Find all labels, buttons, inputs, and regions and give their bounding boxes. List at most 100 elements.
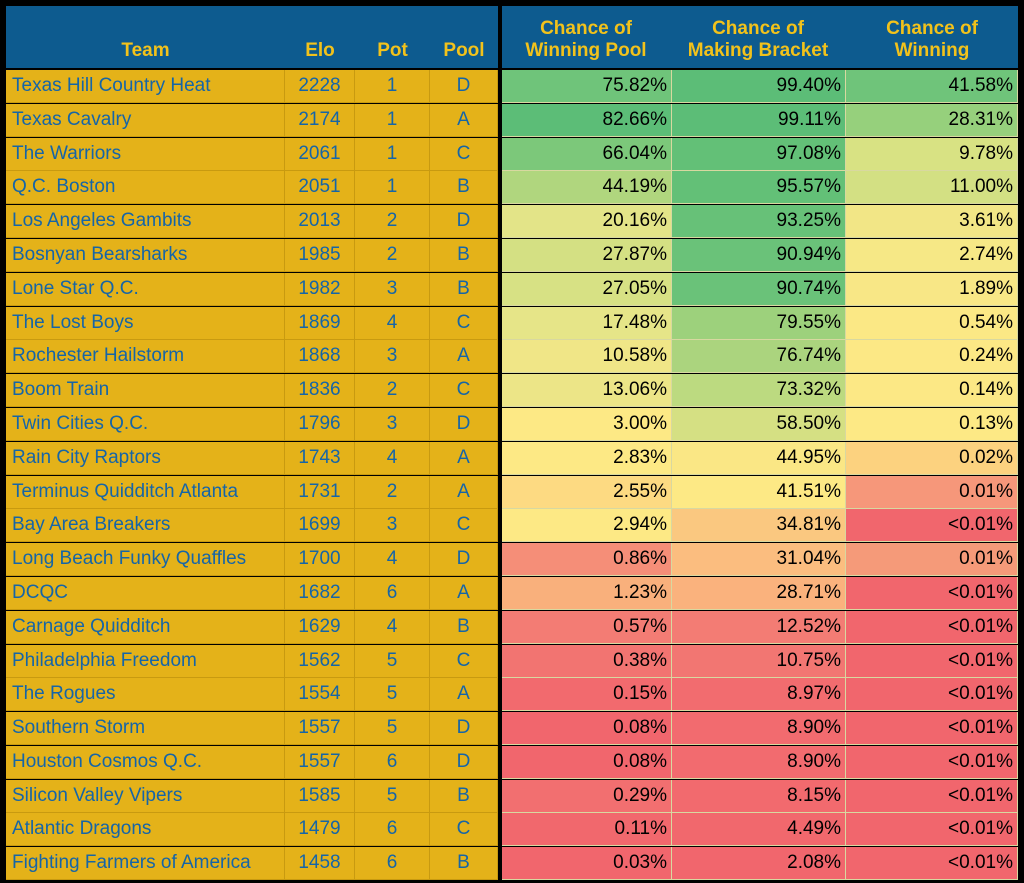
header-win: Chance of Winning	[846, 6, 1018, 68]
cell-win: <0.01%	[846, 611, 1018, 644]
cell-pool: D	[430, 746, 498, 779]
cell-team: Southern Storm	[6, 712, 285, 745]
cell-win: 2.74%	[846, 239, 1018, 272]
cell-pool: B	[430, 239, 498, 272]
cell-team: Rochester Hailstorm	[6, 340, 285, 373]
cell-make-bracket: 90.94%	[672, 239, 846, 272]
cell-elo: 1796	[285, 408, 355, 441]
cell-elo: 2174	[285, 104, 355, 137]
cell-pot: 5	[355, 712, 430, 745]
cell-pot: 4	[355, 611, 430, 644]
cell-elo: 1557	[285, 712, 355, 745]
header-team-line: Team	[121, 40, 170, 61]
cell-pool: C	[430, 813, 498, 846]
cell-pot: 4	[355, 543, 430, 576]
cell-pool: D	[430, 70, 498, 103]
cell-win-pool: 44.19%	[502, 171, 672, 204]
cell-elo: 1554	[285, 678, 355, 711]
cell-pot: 2	[355, 239, 430, 272]
cell-win-pool: 0.08%	[502, 746, 672, 779]
cell-elo: 1585	[285, 780, 355, 813]
cell-elo: 1700	[285, 543, 355, 576]
cell-team: Terminus Quidditch Atlanta	[6, 476, 285, 509]
cell-pot: 3	[355, 340, 430, 373]
cell-win-pool: 0.08%	[502, 712, 672, 745]
cell-win-pool: 0.29%	[502, 780, 672, 813]
cell-pot: 5	[355, 678, 430, 711]
cell-win: 0.02%	[846, 442, 1018, 475]
cell-make-bracket: 41.51%	[672, 476, 846, 509]
cell-team: Houston Cosmos Q.C.	[6, 746, 285, 779]
cell-make-bracket: 97.08%	[672, 138, 846, 171]
cell-team: Rain City Raptors	[6, 442, 285, 475]
header-elo: Elo	[285, 6, 355, 68]
header-pot: Pot	[355, 6, 430, 68]
cell-make-bracket: 28.71%	[672, 577, 846, 610]
cell-win: <0.01%	[846, 847, 1018, 880]
cell-team: Long Beach Funky Quaffles	[6, 543, 285, 576]
header-win-pool: Chance of Winning Pool	[502, 6, 670, 68]
cell-pool: A	[430, 476, 498, 509]
cell-team: The Rogues	[6, 678, 285, 711]
cell-make-bracket: 34.81%	[672, 509, 846, 542]
cell-make-bracket: 8.15%	[672, 780, 846, 813]
cell-pool: A	[430, 442, 498, 475]
cell-team: Silicon Valley Vipers	[6, 780, 285, 813]
cell-elo: 1458	[285, 847, 355, 880]
cell-team: Texas Cavalry	[6, 104, 285, 137]
cell-win: 0.13%	[846, 408, 1018, 441]
cell-win: <0.01%	[846, 509, 1018, 542]
cell-pool: C	[430, 374, 498, 407]
cell-make-bracket: 90.74%	[672, 273, 846, 306]
header-make-bracket-line: Chance of	[712, 18, 804, 39]
cell-pot: 1	[355, 104, 430, 137]
header-pool-line: Pool	[443, 40, 485, 61]
cell-win: 41.58%	[846, 70, 1018, 103]
cell-pool: D	[430, 543, 498, 576]
cell-win-pool: 75.82%	[502, 70, 672, 103]
cell-elo: 1557	[285, 746, 355, 779]
cell-pool: D	[430, 408, 498, 441]
cell-team: Carnage Quidditch	[6, 611, 285, 644]
cell-pool: A	[430, 104, 498, 137]
cell-make-bracket: 4.49%	[672, 813, 846, 846]
cell-win: 0.01%	[846, 543, 1018, 576]
cell-make-bracket: 95.57%	[672, 171, 846, 204]
header-pool: Pool	[430, 6, 498, 68]
cell-make-bracket: 99.40%	[672, 70, 846, 103]
cell-make-bracket: 10.75%	[672, 645, 846, 678]
cell-pot: 3	[355, 408, 430, 441]
cell-elo: 2061	[285, 138, 355, 171]
cell-win-pool: 0.86%	[502, 543, 672, 576]
column-divider	[498, 0, 502, 883]
cell-win: 3.61%	[846, 205, 1018, 238]
cell-pot: 6	[355, 847, 430, 880]
cell-pool: A	[430, 577, 498, 610]
cell-team: Texas Hill Country Heat	[6, 70, 285, 103]
header-make-bracket: Chance of Making Bracket	[670, 6, 846, 68]
cell-team: Q.C. Boston	[6, 171, 285, 204]
cell-make-bracket: 12.52%	[672, 611, 846, 644]
cell-pool: D	[430, 205, 498, 238]
cell-win-pool: 10.58%	[502, 340, 672, 373]
cell-team: Fighting Farmers of America	[6, 847, 285, 880]
cell-pot: 1	[355, 70, 430, 103]
header-win-pool-line: Winning Pool	[525, 40, 647, 61]
cell-pot: 2	[355, 476, 430, 509]
cell-win: 9.78%	[846, 138, 1018, 171]
cell-pot: 2	[355, 374, 430, 407]
cell-elo: 1743	[285, 442, 355, 475]
cell-win: 0.24%	[846, 340, 1018, 373]
cell-win-pool: 20.16%	[502, 205, 672, 238]
cell-win: 11.00%	[846, 171, 1018, 204]
cell-pot: 2	[355, 205, 430, 238]
cell-team: Atlantic Dragons	[6, 813, 285, 846]
cell-pool: D	[430, 712, 498, 745]
cell-make-bracket: 8.90%	[672, 712, 846, 745]
cell-win: 0.54%	[846, 307, 1018, 340]
cell-team: DCQC	[6, 577, 285, 610]
cell-elo: 1869	[285, 307, 355, 340]
cell-pool: B	[430, 611, 498, 644]
cell-make-bracket: 8.90%	[672, 746, 846, 779]
cell-make-bracket: 76.74%	[672, 340, 846, 373]
